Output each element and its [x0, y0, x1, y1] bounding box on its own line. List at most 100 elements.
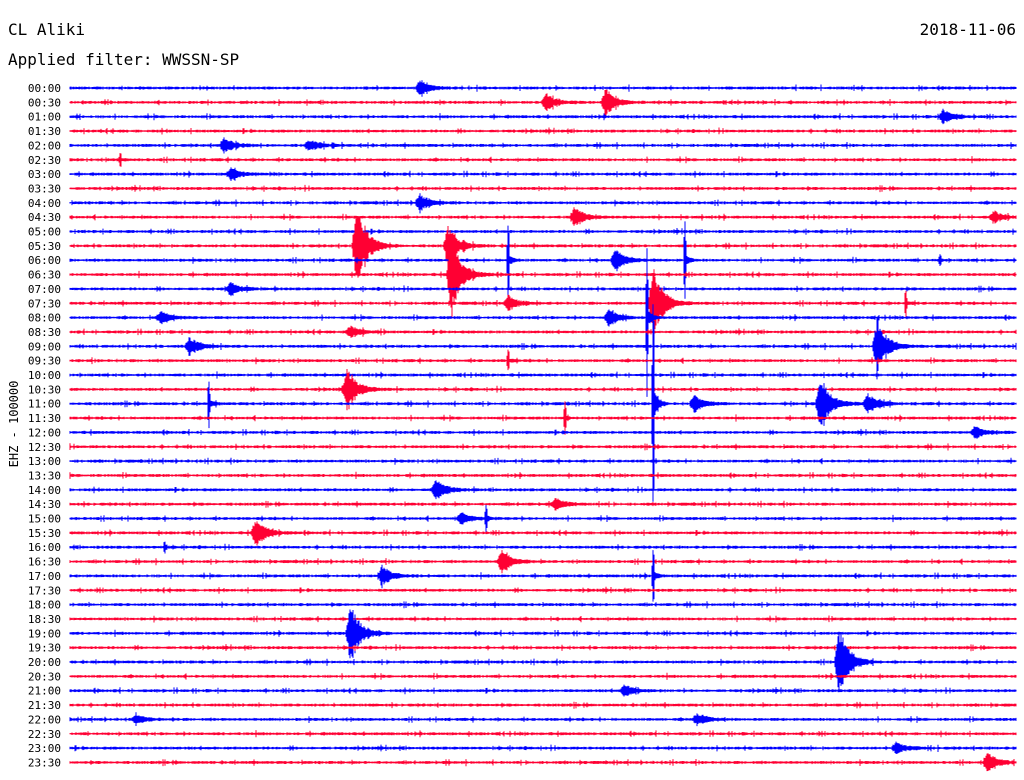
trace-0930 [69, 349, 1017, 371]
trace-2300 [69, 741, 1017, 754]
trace-1800 [69, 601, 1017, 609]
row-label-1000: 10:00 [28, 369, 61, 382]
row-label-1700: 17:00 [28, 570, 61, 583]
trace-0600 [69, 221, 1017, 300]
trace-0300 [69, 167, 1017, 181]
row-label-1930: 19:30 [28, 642, 61, 655]
row-label-2030: 20:30 [28, 670, 61, 683]
trace-2000 [69, 631, 1017, 691]
row-label-1730: 17:30 [28, 584, 61, 597]
row-label-1630: 16:30 [28, 556, 61, 569]
trace-2100 [69, 684, 1017, 697]
row-label-2000: 20:00 [28, 656, 61, 669]
trace-1600 [69, 541, 1017, 554]
row-label-0730: 07:30 [28, 297, 61, 310]
trace-1430 [69, 498, 1017, 511]
trace-1830 [69, 615, 1017, 623]
row-label-2100: 21:00 [28, 685, 61, 698]
row-label-2230: 22:30 [28, 728, 61, 741]
row-label-0630: 06:30 [28, 269, 61, 282]
trace-0830 [69, 325, 1017, 338]
row-label-1800: 18:00 [28, 599, 61, 612]
row-label-1230: 12:30 [28, 441, 61, 454]
row-label-0600: 06:00 [28, 254, 61, 267]
trace-2330 [69, 753, 1017, 772]
row-label-0430: 04:30 [28, 211, 61, 224]
row-label-0830: 08:30 [28, 326, 61, 339]
trace-1030 [69, 369, 1017, 411]
trace-1700 [69, 550, 1017, 602]
trace-0330 [69, 184, 1017, 193]
trace-1500 [69, 505, 1017, 534]
trace-0130 [69, 127, 1017, 135]
trace-1900 [69, 609, 1017, 659]
filter-label: Applied filter: WWSSN-SP [8, 50, 240, 69]
trace-0730 [69, 269, 1017, 340]
row-label-1900: 19:00 [28, 627, 61, 640]
row-label-0230: 02:30 [28, 154, 61, 167]
trace-0800 [69, 248, 1017, 397]
row-label-1400: 14:00 [28, 484, 61, 497]
trace-2230 [69, 730, 1017, 738]
row-label-0330: 03:30 [28, 182, 61, 195]
trace-1130 [69, 401, 1017, 435]
trace-1230 [69, 443, 1017, 451]
row-label-0930: 09:30 [28, 355, 61, 368]
trace-1630 [69, 550, 1017, 574]
trace-2130 [69, 701, 1017, 709]
row-label-1830: 18:30 [28, 613, 61, 626]
row-label-0500: 05:00 [28, 226, 61, 239]
row-label-0530: 05:30 [28, 240, 61, 253]
trace-1400 [69, 480, 1017, 500]
row-label-2130: 21:30 [28, 699, 61, 712]
trace-2200 [69, 712, 1017, 727]
date-label: 2018-11-06 [919, 20, 1016, 39]
trace-0100 [69, 108, 1017, 125]
trace-0430 [69, 207, 1017, 226]
trace-0230 [69, 153, 1017, 167]
row-label-0000: 00:00 [28, 82, 61, 95]
row-label-0300: 03:00 [28, 168, 61, 181]
trace-0030 [69, 89, 1017, 117]
trace-0500 [69, 228, 1017, 235]
row-label-2200: 22:00 [28, 713, 61, 726]
row-label-1030: 10:30 [28, 383, 61, 396]
trace-2030 [69, 672, 1017, 680]
trace-1300 [69, 457, 1017, 465]
row-label-0200: 02:00 [28, 139, 61, 152]
row-label-1600: 16:00 [28, 541, 61, 554]
row-label-1100: 11:00 [28, 398, 61, 411]
trace-0530 [69, 216, 1017, 278]
trace-0900 [69, 317, 1017, 380]
trace-1000 [69, 371, 1017, 379]
trace-1930 [69, 644, 1017, 652]
row-label-0400: 04:00 [28, 197, 61, 210]
row-label-1330: 13:30 [28, 469, 61, 482]
row-label-1500: 15:00 [28, 513, 61, 526]
trace-0630 [69, 236, 1017, 318]
trace-0200 [69, 137, 1017, 154]
row-label-0100: 01:00 [28, 111, 61, 124]
row-label-1430: 14:30 [28, 498, 61, 511]
row-label-0900: 09:00 [28, 340, 61, 353]
row-label-1300: 13:00 [28, 455, 61, 468]
station-title: CL Aliki [8, 20, 86, 39]
row-label-2300: 23:00 [28, 742, 61, 755]
trace-1100 [69, 304, 1017, 502]
row-label-1530: 15:30 [28, 527, 61, 540]
trace-1530 [69, 521, 1017, 546]
row-label-2330: 23:30 [28, 756, 61, 769]
trace-0000 [69, 80, 1017, 97]
row-label-1130: 11:30 [28, 412, 61, 425]
row-label-0030: 00:30 [28, 96, 61, 109]
trace-0700 [69, 282, 1017, 297]
row-label-0700: 07:00 [28, 283, 61, 296]
row-label-0130: 01:30 [28, 125, 61, 138]
trace-1730 [69, 586, 1017, 594]
trace-1330 [69, 471, 1017, 479]
trace-0400 [69, 193, 1017, 214]
trace-1200 [69, 426, 1017, 439]
row-label-1200: 12:00 [28, 426, 61, 439]
